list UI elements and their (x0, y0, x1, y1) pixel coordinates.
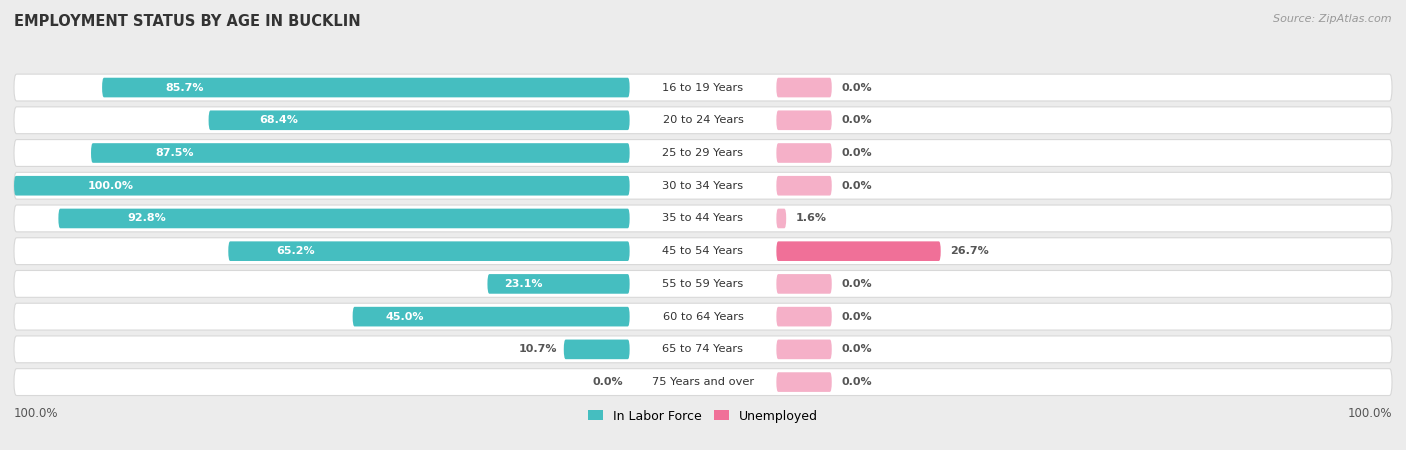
FancyBboxPatch shape (14, 270, 1392, 297)
FancyBboxPatch shape (14, 172, 1392, 199)
Text: 65 to 74 Years: 65 to 74 Years (662, 344, 744, 354)
Text: 16 to 19 Years: 16 to 19 Years (662, 82, 744, 93)
FancyBboxPatch shape (776, 176, 832, 196)
Text: 35 to 44 Years: 35 to 44 Years (662, 213, 744, 224)
FancyBboxPatch shape (91, 143, 630, 163)
Text: 0.0%: 0.0% (841, 148, 872, 158)
FancyBboxPatch shape (14, 238, 1392, 265)
FancyBboxPatch shape (488, 274, 630, 294)
FancyBboxPatch shape (103, 78, 630, 97)
FancyBboxPatch shape (14, 176, 630, 196)
FancyBboxPatch shape (208, 110, 630, 130)
FancyBboxPatch shape (14, 74, 1392, 101)
FancyBboxPatch shape (776, 372, 832, 392)
Text: 45.0%: 45.0% (385, 312, 425, 322)
Text: 0.0%: 0.0% (841, 82, 872, 93)
Text: 85.7%: 85.7% (166, 82, 204, 93)
FancyBboxPatch shape (776, 307, 832, 326)
Text: 25 to 29 Years: 25 to 29 Years (662, 148, 744, 158)
FancyBboxPatch shape (228, 241, 630, 261)
Text: 45 to 54 Years: 45 to 54 Years (662, 246, 744, 256)
Text: 0.0%: 0.0% (841, 344, 872, 354)
Text: 30 to 34 Years: 30 to 34 Years (662, 181, 744, 191)
Text: 0.0%: 0.0% (841, 377, 872, 387)
FancyBboxPatch shape (776, 340, 832, 359)
Text: Source: ZipAtlas.com: Source: ZipAtlas.com (1274, 14, 1392, 23)
FancyBboxPatch shape (353, 307, 630, 326)
Text: 26.7%: 26.7% (950, 246, 988, 256)
Text: 100.0%: 100.0% (14, 407, 59, 420)
FancyBboxPatch shape (776, 274, 832, 294)
FancyBboxPatch shape (776, 78, 832, 97)
FancyBboxPatch shape (14, 303, 1392, 330)
Text: 0.0%: 0.0% (841, 312, 872, 322)
Text: EMPLOYMENT STATUS BY AGE IN BUCKLIN: EMPLOYMENT STATUS BY AGE IN BUCKLIN (14, 14, 361, 28)
FancyBboxPatch shape (14, 369, 1392, 396)
Text: 10.7%: 10.7% (519, 344, 557, 354)
FancyBboxPatch shape (14, 140, 1392, 166)
FancyBboxPatch shape (59, 209, 630, 228)
Text: 55 to 59 Years: 55 to 59 Years (662, 279, 744, 289)
Text: 0.0%: 0.0% (593, 377, 623, 387)
Text: 60 to 64 Years: 60 to 64 Years (662, 312, 744, 322)
FancyBboxPatch shape (564, 340, 630, 359)
Text: 0.0%: 0.0% (841, 279, 872, 289)
FancyBboxPatch shape (14, 107, 1392, 134)
Text: 92.8%: 92.8% (127, 213, 166, 224)
Text: 75 Years and over: 75 Years and over (652, 377, 754, 387)
Text: 23.1%: 23.1% (505, 279, 543, 289)
Text: 0.0%: 0.0% (841, 115, 872, 125)
FancyBboxPatch shape (14, 205, 1392, 232)
Text: 100.0%: 100.0% (1347, 407, 1392, 420)
Text: 68.4%: 68.4% (259, 115, 298, 125)
Text: 20 to 24 Years: 20 to 24 Years (662, 115, 744, 125)
Text: 87.5%: 87.5% (156, 148, 194, 158)
Legend: In Labor Force, Unemployed: In Labor Force, Unemployed (583, 405, 823, 428)
Text: 100.0%: 100.0% (89, 181, 134, 191)
Text: 1.6%: 1.6% (796, 213, 827, 224)
FancyBboxPatch shape (776, 110, 832, 130)
Text: 65.2%: 65.2% (277, 246, 315, 256)
FancyBboxPatch shape (776, 209, 786, 228)
FancyBboxPatch shape (14, 336, 1392, 363)
Text: 0.0%: 0.0% (841, 181, 872, 191)
FancyBboxPatch shape (776, 241, 941, 261)
FancyBboxPatch shape (776, 143, 832, 163)
